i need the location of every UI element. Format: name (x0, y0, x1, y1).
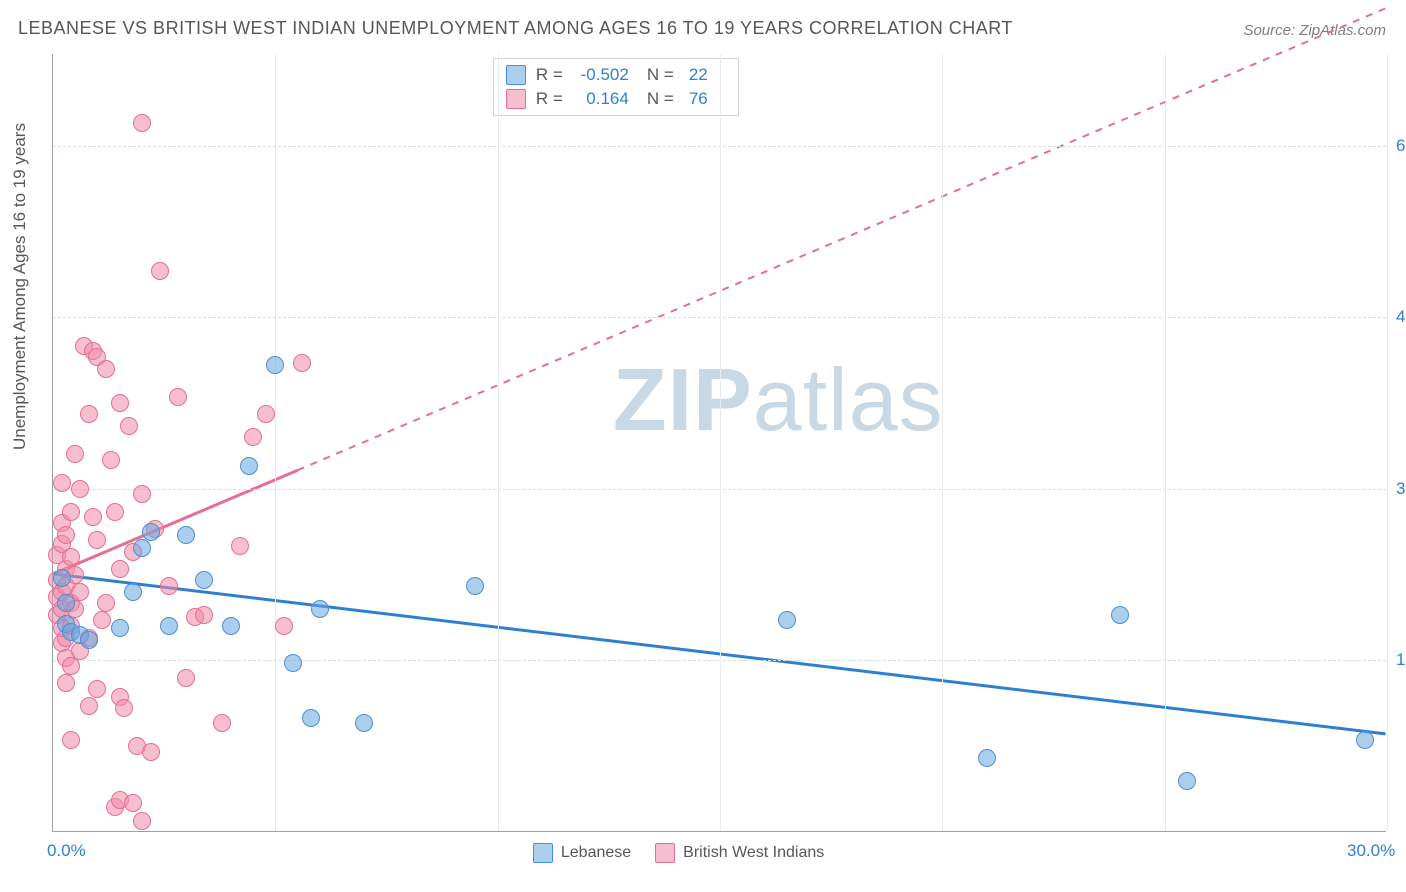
data-point-lebanese (284, 654, 302, 672)
data-point-bwi (80, 697, 98, 715)
stat-r-lebanese: -0.502 (569, 65, 629, 85)
data-point-bwi (62, 731, 80, 749)
chart-title: LEBANESE VS BRITISH WEST INDIAN UNEMPLOY… (18, 18, 1013, 39)
data-point-lebanese (355, 714, 373, 732)
stat-n-bwi: 76 (680, 89, 708, 109)
data-point-bwi (111, 560, 129, 578)
data-point-bwi (133, 114, 151, 132)
data-point-lebanese (240, 457, 258, 475)
data-point-bwi (111, 394, 129, 412)
data-point-bwi (195, 606, 213, 624)
data-point-bwi (97, 360, 115, 378)
data-point-lebanese (195, 571, 213, 589)
stat-label-r: R = (536, 89, 563, 109)
data-point-lebanese (111, 619, 129, 637)
ytick-label: 45.0% (1396, 307, 1406, 327)
data-point-bwi (93, 611, 111, 629)
stats-box: R = -0.502 N = 22 R = 0.164 N = 76 (493, 58, 739, 116)
regression-line-dashed (298, 8, 1386, 470)
square-swatch-icon (655, 843, 675, 863)
y-axis-label: Unemployment Among Ages 16 to 19 years (10, 123, 30, 450)
ytick-label: 60.0% (1396, 136, 1406, 156)
gridline-v (498, 54, 499, 831)
data-point-bwi (84, 508, 102, 526)
data-point-bwi (177, 669, 195, 687)
plot-area: ZIPatlas R = -0.502 N = 22 R = 0.164 N =… (52, 54, 1386, 832)
stat-label-n: N = (647, 65, 674, 85)
gridline-v (942, 54, 943, 831)
data-point-lebanese (1356, 731, 1374, 749)
data-point-bwi (160, 577, 178, 595)
xtick-label: 0.0% (47, 841, 86, 861)
data-point-bwi (169, 388, 187, 406)
data-point-bwi (151, 262, 169, 280)
data-point-lebanese (133, 539, 151, 557)
gridline-v (275, 54, 276, 831)
data-point-bwi (120, 417, 138, 435)
stat-n-lebanese: 22 (680, 65, 708, 85)
legend-item-lebanese: Lebanese (533, 843, 631, 863)
data-point-bwi (62, 548, 80, 566)
data-point-lebanese (1178, 772, 1196, 790)
ytick-label: 15.0% (1396, 650, 1406, 670)
legend-label: British West Indians (683, 844, 824, 862)
stat-label-r: R = (536, 65, 563, 85)
data-point-bwi (66, 445, 84, 463)
data-point-lebanese (222, 617, 240, 635)
data-point-bwi (106, 503, 124, 521)
data-point-lebanese (177, 526, 195, 544)
data-point-bwi (57, 674, 75, 692)
data-point-lebanese (466, 577, 484, 595)
data-point-lebanese (266, 356, 284, 374)
data-point-bwi (142, 743, 160, 761)
data-point-bwi (53, 474, 71, 492)
source-label: Source: ZipAtlas.com (1243, 22, 1386, 39)
xtick-label: 30.0% (1347, 841, 1395, 861)
data-point-lebanese (311, 600, 329, 618)
data-point-lebanese (1111, 606, 1129, 624)
stats-row-bwi: R = 0.164 N = 76 (494, 87, 738, 111)
data-point-bwi (293, 354, 311, 372)
data-point-lebanese (142, 523, 160, 541)
data-point-bwi (80, 405, 98, 423)
gridline-v (1387, 54, 1388, 831)
square-swatch-icon (506, 65, 526, 85)
data-point-bwi (244, 428, 262, 446)
gridline-v (720, 54, 721, 831)
legend-item-bwi: British West Indians (655, 843, 824, 863)
legend: Lebanese British West Indians (533, 843, 824, 863)
data-point-bwi (115, 699, 133, 717)
square-swatch-icon (506, 89, 526, 109)
data-point-bwi (102, 451, 120, 469)
stat-label-n: N = (647, 89, 674, 109)
data-point-bwi (62, 503, 80, 521)
stats-row-lebanese: R = -0.502 N = 22 (494, 63, 738, 87)
data-point-lebanese (124, 583, 142, 601)
data-point-bwi (275, 617, 293, 635)
data-point-lebanese (80, 631, 98, 649)
data-point-lebanese (302, 709, 320, 727)
data-point-bwi (213, 714, 231, 732)
data-point-lebanese (978, 749, 996, 767)
data-point-bwi (57, 526, 75, 544)
data-point-lebanese (57, 594, 75, 612)
data-point-bwi (71, 480, 89, 498)
data-point-bwi (124, 794, 142, 812)
data-point-bwi (133, 812, 151, 830)
data-point-lebanese (53, 569, 71, 587)
data-point-bwi (88, 531, 106, 549)
square-swatch-icon (533, 843, 553, 863)
data-point-bwi (231, 537, 249, 555)
data-point-bwi (97, 594, 115, 612)
stat-r-bwi: 0.164 (569, 89, 629, 109)
data-point-lebanese (778, 611, 796, 629)
data-point-bwi (133, 485, 151, 503)
gridline-v (1165, 54, 1166, 831)
data-point-lebanese (160, 617, 178, 635)
ytick-label: 30.0% (1396, 479, 1406, 499)
data-point-bwi (88, 680, 106, 698)
data-point-bwi (257, 405, 275, 423)
legend-label: Lebanese (561, 844, 631, 862)
